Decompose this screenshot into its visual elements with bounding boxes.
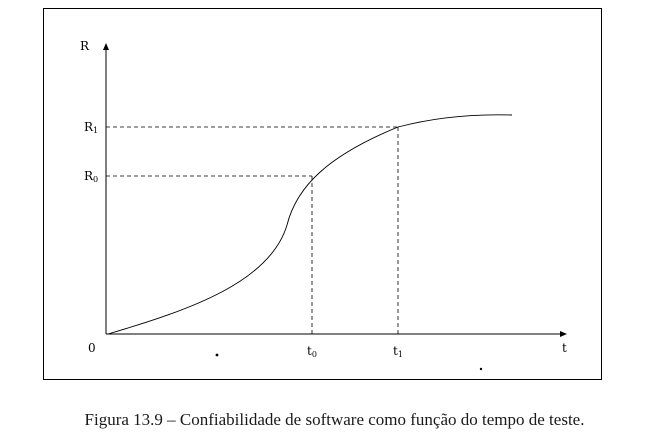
r1-label: R1 bbox=[84, 120, 98, 135]
figure-caption: Figura 13.9 – Confiabilidade de software… bbox=[84, 410, 585, 429]
r0-label: R0 bbox=[84, 169, 98, 184]
y-axis-label: R bbox=[80, 39, 90, 53]
x-axis-label: t bbox=[562, 341, 567, 355]
t1-label: t1 bbox=[393, 344, 403, 359]
reliability-curve bbox=[107, 114, 513, 335]
stray-dot bbox=[479, 367, 483, 371]
figure-frame bbox=[43, 8, 602, 380]
t0-label: t0 bbox=[307, 344, 317, 359]
origin-label: 0 bbox=[88, 341, 96, 355]
stray-dot bbox=[215, 353, 219, 357]
